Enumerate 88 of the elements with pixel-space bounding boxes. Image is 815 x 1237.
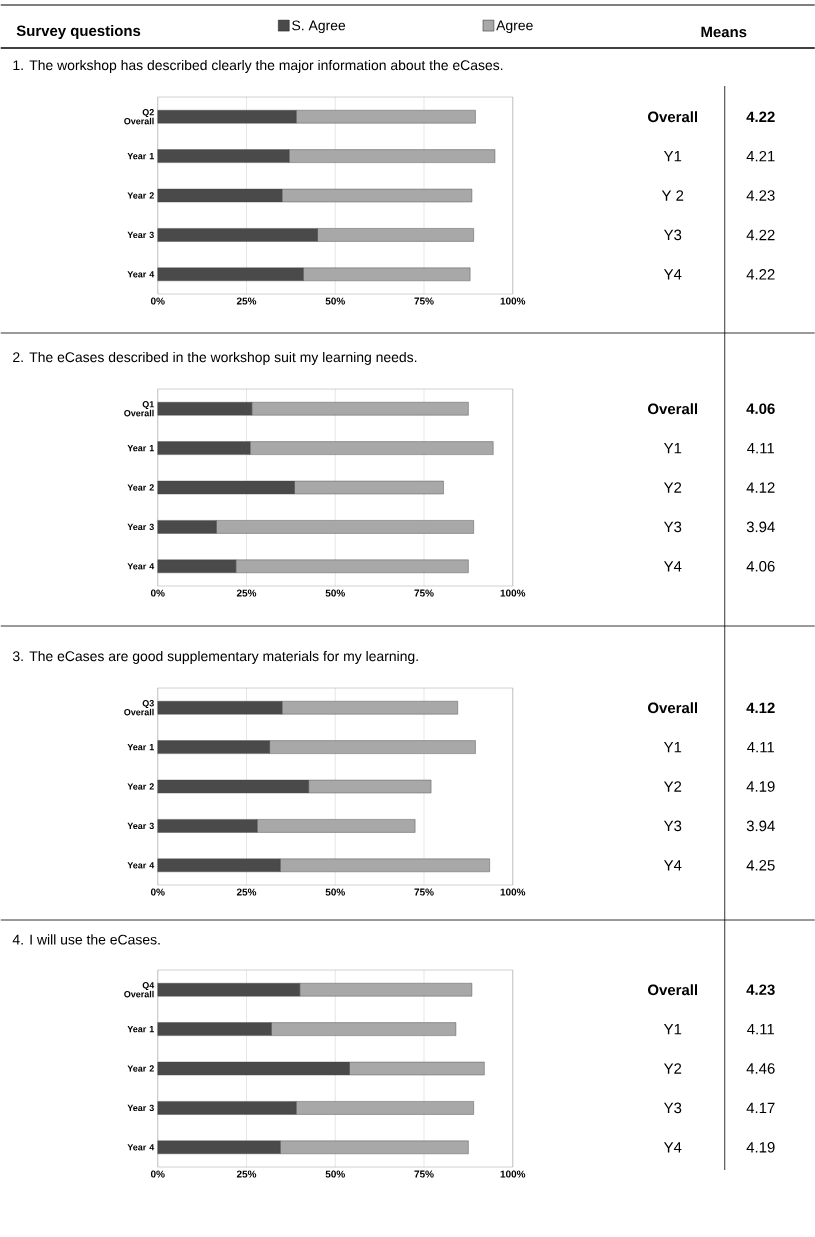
y-tick-label: Year 3 (127, 523, 154, 531)
text: 3.94 (746, 820, 775, 832)
x-tick-label: 25% (236, 589, 256, 597)
text: 4.06 (746, 403, 775, 414)
text: Overall (647, 984, 697, 996)
y-tick-label: Q3 Overall (123, 700, 154, 716)
legend-label: S. Agree (291, 20, 345, 34)
text: Y2 (663, 1063, 681, 1074)
y-tick-label: Year 1 (127, 152, 154, 160)
text: 4.19 (746, 1142, 775, 1153)
x-tick-label: 0% (150, 297, 165, 305)
text: 4.19 (746, 781, 775, 792)
x-tick-label: 100% (500, 297, 525, 305)
y-tick-label: Year 2 (127, 484, 154, 491)
x-tick-label: 100% (500, 1170, 525, 1178)
y-tick-label: Year 2 (127, 783, 154, 790)
text: Y1 (663, 150, 681, 162)
text: Y3 (663, 1102, 681, 1114)
text: Survey questions (16, 25, 140, 39)
x-tick-label: 75% (414, 297, 434, 305)
x-tick-label: 0% (150, 888, 165, 896)
text: 4.06 (746, 561, 775, 572)
x-tick-label: 0% (150, 1170, 165, 1178)
text: Y3 (663, 229, 681, 241)
text: Overall (647, 403, 697, 415)
text: 4.23 (746, 190, 775, 201)
text: 4.11 (746, 442, 774, 454)
y-tick-label: Year 3 (127, 1104, 154, 1112)
x-tick-label: 25% (236, 888, 256, 896)
text: 4.22 (746, 229, 775, 241)
y-tick-label: Year 4 (127, 862, 154, 869)
x-tick-label: 75% (414, 1170, 434, 1178)
legend-label: Agree (495, 20, 533, 34)
y-tick-label: Year 2 (127, 1065, 154, 1072)
text: 4.21 (746, 150, 775, 162)
y-tick-label: Year 1 (127, 1025, 154, 1033)
chart-title: 1. The workshop has described clearly the major information about the eCases. (13, 59, 503, 73)
text: 4.22 (746, 269, 775, 280)
x-tick-label: 50% (325, 888, 345, 896)
text: Y4 (663, 860, 682, 871)
text: Y2 (663, 781, 681, 792)
y-tick-label: Q4 Overall (123, 982, 154, 998)
text: Y4 (663, 561, 682, 572)
text: Y1 (663, 1023, 681, 1035)
y-tick-label: Year 2 (127, 192, 154, 199)
text: 4.25 (746, 860, 775, 871)
text: 4.22 (746, 111, 775, 122)
text: 4.11 (746, 1023, 774, 1035)
text: Y 2 (661, 190, 683, 201)
chart-title: 3. The eCases are good supplementary materials for my learning. (12, 650, 418, 664)
text: 4.12 (746, 482, 775, 493)
text: 4.11 (746, 741, 774, 753)
y-tick-label: Year 4 (127, 1144, 154, 1151)
x-tick-label: 0% (150, 589, 165, 597)
text: Y3 (663, 521, 681, 533)
text: Overall (647, 702, 697, 714)
y-tick-label: Year 1 (127, 743, 154, 751)
y-tick-label: Year 3 (127, 822, 154, 830)
y-tick-label: Year 1 (127, 444, 154, 452)
text: Y1 (663, 741, 681, 753)
text: 4.12 (746, 702, 775, 713)
text: Y2 (663, 482, 681, 493)
y-tick-label: Year 3 (127, 231, 154, 239)
text: Y1 (663, 442, 681, 454)
y-tick-label: Year 4 (127, 563, 154, 570)
text: 4.17 (746, 1102, 775, 1114)
chart-title: 2. The eCases described in the workshop suit my learning needs. (12, 351, 417, 365)
text: Y4 (663, 1142, 682, 1153)
x-tick-label: 50% (325, 1170, 345, 1178)
x-tick-label: 75% (414, 888, 434, 896)
x-tick-label: 100% (500, 589, 525, 597)
text: Y4 (663, 269, 682, 280)
x-tick-label: 50% (325, 589, 345, 597)
x-tick-label: 50% (325, 297, 345, 305)
text: Y3 (663, 820, 681, 832)
x-tick-label: 25% (236, 297, 256, 305)
y-tick-label: Q1 Overall (123, 401, 154, 417)
chart-title: 4. I will use the eCases. (12, 934, 160, 945)
text: 4.46 (746, 1063, 775, 1074)
y-tick-label: Q2 Overall (123, 109, 154, 125)
x-tick-label: 75% (414, 589, 434, 597)
text: Means (701, 26, 747, 38)
y-tick-label: Year 4 (127, 271, 154, 278)
x-tick-label: 25% (236, 1170, 256, 1178)
x-tick-label: 100% (500, 888, 525, 896)
text: 3.94 (746, 521, 775, 533)
text: Overall (647, 111, 697, 123)
text: 4.23 (746, 984, 775, 996)
